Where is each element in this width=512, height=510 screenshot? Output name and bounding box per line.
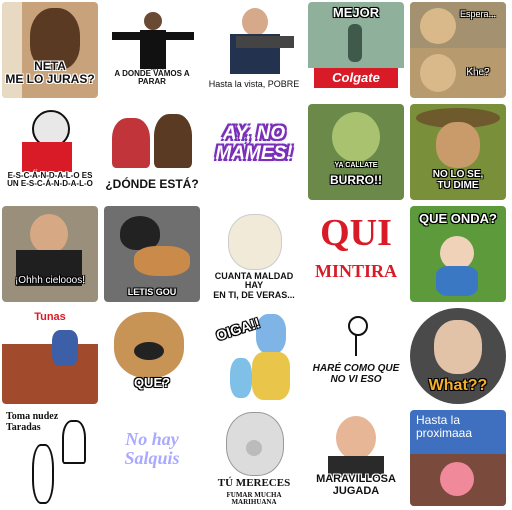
sticker-caption: Toma nudez Taradas (6, 411, 59, 433)
sticker-caption: QUE ONDA? (419, 211, 497, 226)
sticker-cuanta-maldad[interactable]: CUANTA MALDAD HAY EN TI, DE VERAS... (206, 206, 302, 302)
sticker-caption: What?? (428, 377, 488, 394)
sticker-que-onda[interactable]: QUE ONDA? (410, 206, 506, 302)
sticker-ya-callate-burro[interactable]: YA CALLATE BURRO!! (308, 104, 404, 200)
sticker-hasta-la-proximaaa[interactable]: Hasta la proximaaa (410, 410, 506, 506)
sticker-caption: QUI (320, 212, 392, 254)
sticker-caption: ¿DÓNDE ESTÁ? (105, 177, 199, 191)
face-shape (30, 8, 80, 70)
sticker-caption: Hasta la proximaaa (416, 413, 473, 440)
sticker-escandalo[interactable]: E-S-C-Á-N-D-A-L-O ES UN E-S-C-Á-N-D-A-L-… (2, 104, 98, 200)
sticker-neta[interactable]: NETA ME LO JURAS? (2, 2, 98, 98)
sticker-caption: MARAVILLOSA JUGADA (316, 473, 396, 497)
sticker-que-dog[interactable]: QUE? (104, 308, 200, 404)
sticker-caption: E-S-C-Á-N-D-A-L-O ES UN E-S-C-Á-N-D-A-L-… (7, 171, 93, 189)
sticker-toma-nudez[interactable]: Toma nudez Taradas (2, 410, 98, 506)
sticker-caption-2: MINTIRA (314, 261, 397, 281)
sticker-caption: QUE? (133, 375, 171, 390)
sticker-donde-esta[interactable]: ¿DÓNDE ESTÁ? (104, 104, 200, 200)
sticker-caption: NETA ME LO JURAS? (5, 59, 95, 86)
sticker-a-donde-vamos[interactable]: A DONDE VAMOS A PARAR (104, 2, 200, 98)
sticker-ohhh-cielos[interactable]: ¡Ohhh cielooos! (2, 206, 98, 302)
sticker-caption-2: BURRO!! (330, 173, 382, 187)
sticker-caption: MEJOR (332, 5, 380, 20)
sticker-caption: ¡Ohhh cielooos! (14, 275, 86, 286)
sticker-espera-khe[interactable]: Espera... Khe? (410, 2, 506, 98)
sticker-caption: AY, NO MAMES! (215, 123, 293, 164)
sticker-qui-mintira[interactable]: QUI MINTIRA (308, 206, 404, 302)
sticker-caption-2: Khe? (466, 67, 490, 78)
sticker-caption-2: FUMAR MUCHA MARIHUANA (226, 491, 282, 506)
sticker-caption: A DONDE VAMOS A PARAR (114, 69, 190, 87)
sticker-caption: HARÉ COMO QUE NO VI ESO (312, 363, 400, 385)
sticker-caption: Espera... (459, 9, 497, 19)
sticker-tunas[interactable]: Tunas (2, 308, 98, 404)
colgate-logo: Colgate (314, 68, 398, 88)
sticker-caption: Tunas (34, 311, 66, 323)
sticker-caption: NO LO SE, TU DIME (432, 169, 484, 191)
sticker-caption: Hasta la vista, POBRE (208, 79, 300, 89)
sticker-hare-como-que[interactable]: HARÉ COMO QUE NO VI ESO (308, 308, 404, 404)
sticker-mejor-colgate[interactable]: MEJOR Colgate (308, 2, 404, 98)
sticker-oiga[interactable]: OIGA!! (206, 308, 302, 404)
sticker-caption: No hay Salquis (124, 429, 180, 468)
sticker-caption: LETIS GOU (127, 287, 177, 297)
sticker-caption: YA CALLATE (334, 162, 378, 169)
sticker-caption: TÚ MERECES (217, 477, 291, 489)
sticker-maravillosa-jugada[interactable]: MARAVILLOSA JUGADA (308, 410, 404, 506)
sticker-no-hay-salquis[interactable]: No hay Salquis (104, 410, 200, 506)
sticker-ay-no-mames[interactable]: AY, NO MAMES! (206, 104, 302, 200)
sticker-tu-mereces[interactable]: TÚ MERECES FUMAR MUCHA MARIHUANA (206, 410, 302, 506)
sticker-caption: CUANTA MALDAD HAY EN TI, DE VERAS... (213, 271, 295, 300)
sticker-hasta-la-vista[interactable]: Hasta la vista, POBRE (206, 2, 302, 98)
sticker-no-lo-se[interactable]: NO LO SE, TU DIME (410, 104, 506, 200)
sticker-letis-gou[interactable]: LETIS GOU (104, 206, 200, 302)
sticker-what[interactable]: What?? (410, 308, 506, 404)
